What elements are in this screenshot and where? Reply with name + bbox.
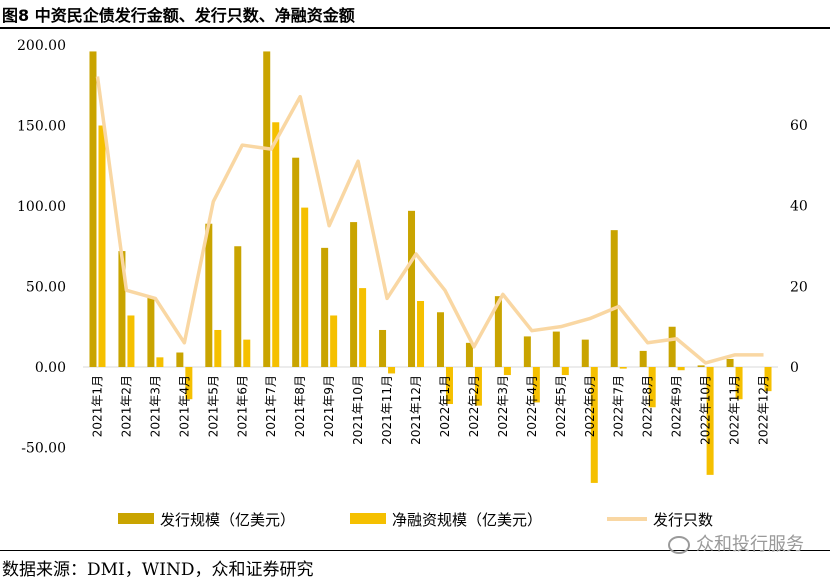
y-left-tick-label: 0.00 <box>35 360 66 376</box>
bar-issuance <box>494 296 502 367</box>
bar-issuance <box>581 339 589 367</box>
bar-net-financing <box>388 367 396 374</box>
bar-issuance <box>726 358 734 367</box>
bar-issuance <box>234 246 242 367</box>
bar-net-financing <box>561 367 569 376</box>
legend: 发行规模（亿美元） 净融资规模（亿美元） 发行只数 <box>118 511 713 529</box>
bar-issuance <box>118 251 126 367</box>
bar-issuance <box>205 223 213 367</box>
wechat-logo-icon <box>668 536 690 554</box>
x-category-label: 2022年4月 <box>525 375 539 437</box>
data-source: 数据来源：DMI，WIND，众和证券研究 <box>2 560 314 580</box>
bar-net-financing <box>648 367 656 408</box>
x-category-label: 2021年12月 <box>409 375 423 445</box>
x-category-label: 2022年6月 <box>583 375 597 437</box>
legend-issuance-label: 发行规模（亿美元） <box>160 511 295 529</box>
bar-net-financing <box>474 367 482 406</box>
x-category-label: 2021年9月 <box>322 375 336 437</box>
source-rule <box>0 550 830 551</box>
bar-net-financing <box>127 315 135 367</box>
bar-net-financing <box>243 339 251 367</box>
x-category-label: 2021年6月 <box>235 375 249 437</box>
bar-net-financing <box>764 367 772 392</box>
bar-issuance <box>292 157 300 367</box>
bar-net-financing <box>272 122 280 367</box>
line-issue-count <box>95 76 764 365</box>
x-category-label: 2022年1月 <box>438 375 452 437</box>
bar-net-financing <box>503 367 511 376</box>
y-left-tick-label: 100.00 <box>17 199 66 215</box>
bar-issuance <box>465 342 473 367</box>
x-category-label: 2022年12月 <box>757 375 771 445</box>
bar-net-financing <box>445 367 453 405</box>
x-category-label: 2022年11月 <box>728 375 742 445</box>
x-category-label: 2022年7月 <box>612 375 626 437</box>
chart-title: 图8 中资民企债发行金额、发行只数、净融资金额 <box>2 6 355 25</box>
y-left-tick-label: -50.00 <box>21 441 66 457</box>
bar-issuance <box>147 297 155 367</box>
bar-net-financing <box>98 125 106 367</box>
bar-issuance <box>321 247 329 367</box>
y-left-tick-label-top: 200.00 <box>17 38 66 54</box>
x-category-label: 2022年10月 <box>699 375 713 445</box>
x-category-label: 2022年3月 <box>496 375 510 437</box>
y-right-tick-label: 0 <box>790 360 799 376</box>
bar-net-financing <box>301 207 309 367</box>
x-category-label: 2021年2月 <box>119 375 133 437</box>
bar-net-financing <box>706 367 714 475</box>
x-category-label: 2021年8月 <box>293 375 307 437</box>
bar-issuance <box>89 51 97 367</box>
bar-net-financing <box>214 329 222 367</box>
x-category-label: 2021年1月 <box>90 375 104 437</box>
bar-net-financing <box>532 367 540 403</box>
watermark: 众和投行服务 <box>668 530 804 556</box>
bar-net-financing <box>156 357 164 367</box>
y-right-tick-label: 40 <box>790 199 808 215</box>
bar-net-financing <box>330 315 338 367</box>
legend-net-financing-label: 净融资规模（亿美元） <box>392 511 542 529</box>
bar-net-financing <box>619 367 627 369</box>
bar-issuance <box>263 51 271 367</box>
x-category-label: 2021年7月 <box>264 375 278 437</box>
bar-net-financing <box>417 300 425 367</box>
bar-net-financing <box>677 367 685 371</box>
title-rule <box>0 27 830 29</box>
bar-issuance <box>436 312 444 367</box>
x-category-label: 2021年3月 <box>148 375 162 437</box>
x-category-label: 2022年8月 <box>641 375 655 437</box>
bar-net-financing <box>359 288 367 367</box>
bar-issuance <box>668 326 676 367</box>
watermark-text: 众和投行服务 <box>696 534 804 555</box>
x-category-label: 2021年4月 <box>177 375 191 437</box>
bar-net-financing <box>185 367 193 400</box>
x-category-label: 2021年11月 <box>380 375 394 445</box>
legend-issue-count-label: 发行只数 <box>653 511 713 529</box>
bar-issuance <box>697 365 705 367</box>
bar-issuance <box>610 230 618 367</box>
bar-issuance <box>552 331 560 367</box>
bar-issuance <box>176 352 184 367</box>
x-category-label: 2022年5月 <box>554 375 568 437</box>
y-left-tick-label: 50.00 <box>26 280 66 296</box>
x-category-label: 2021年10月 <box>351 375 365 445</box>
x-category-label: 2021年5月 <box>206 375 220 437</box>
bar-net-financing <box>590 367 598 483</box>
x-category-label: 2022年9月 <box>670 375 684 437</box>
legend-issuance-swatch <box>118 513 154 524</box>
bar-issuance <box>379 329 387 367</box>
chart: -50.00 0.00 50.00 100.00 150.00 200.00 0 20 40 60… <box>17 38 808 529</box>
bar-issuance <box>350 222 358 367</box>
bar-issuance <box>639 350 647 367</box>
x-category-label: 2022年2月 <box>467 375 481 437</box>
bar-net-financing <box>735 367 743 400</box>
bar-issuance <box>523 336 531 367</box>
y-left-tick-label: 150.00 <box>17 119 66 135</box>
legend-net-financing-swatch <box>350 513 386 524</box>
bar-issuance <box>408 210 416 367</box>
y-right-tick-label: 20 <box>790 279 808 295</box>
y-right-tick-label: 60 <box>790 118 808 134</box>
